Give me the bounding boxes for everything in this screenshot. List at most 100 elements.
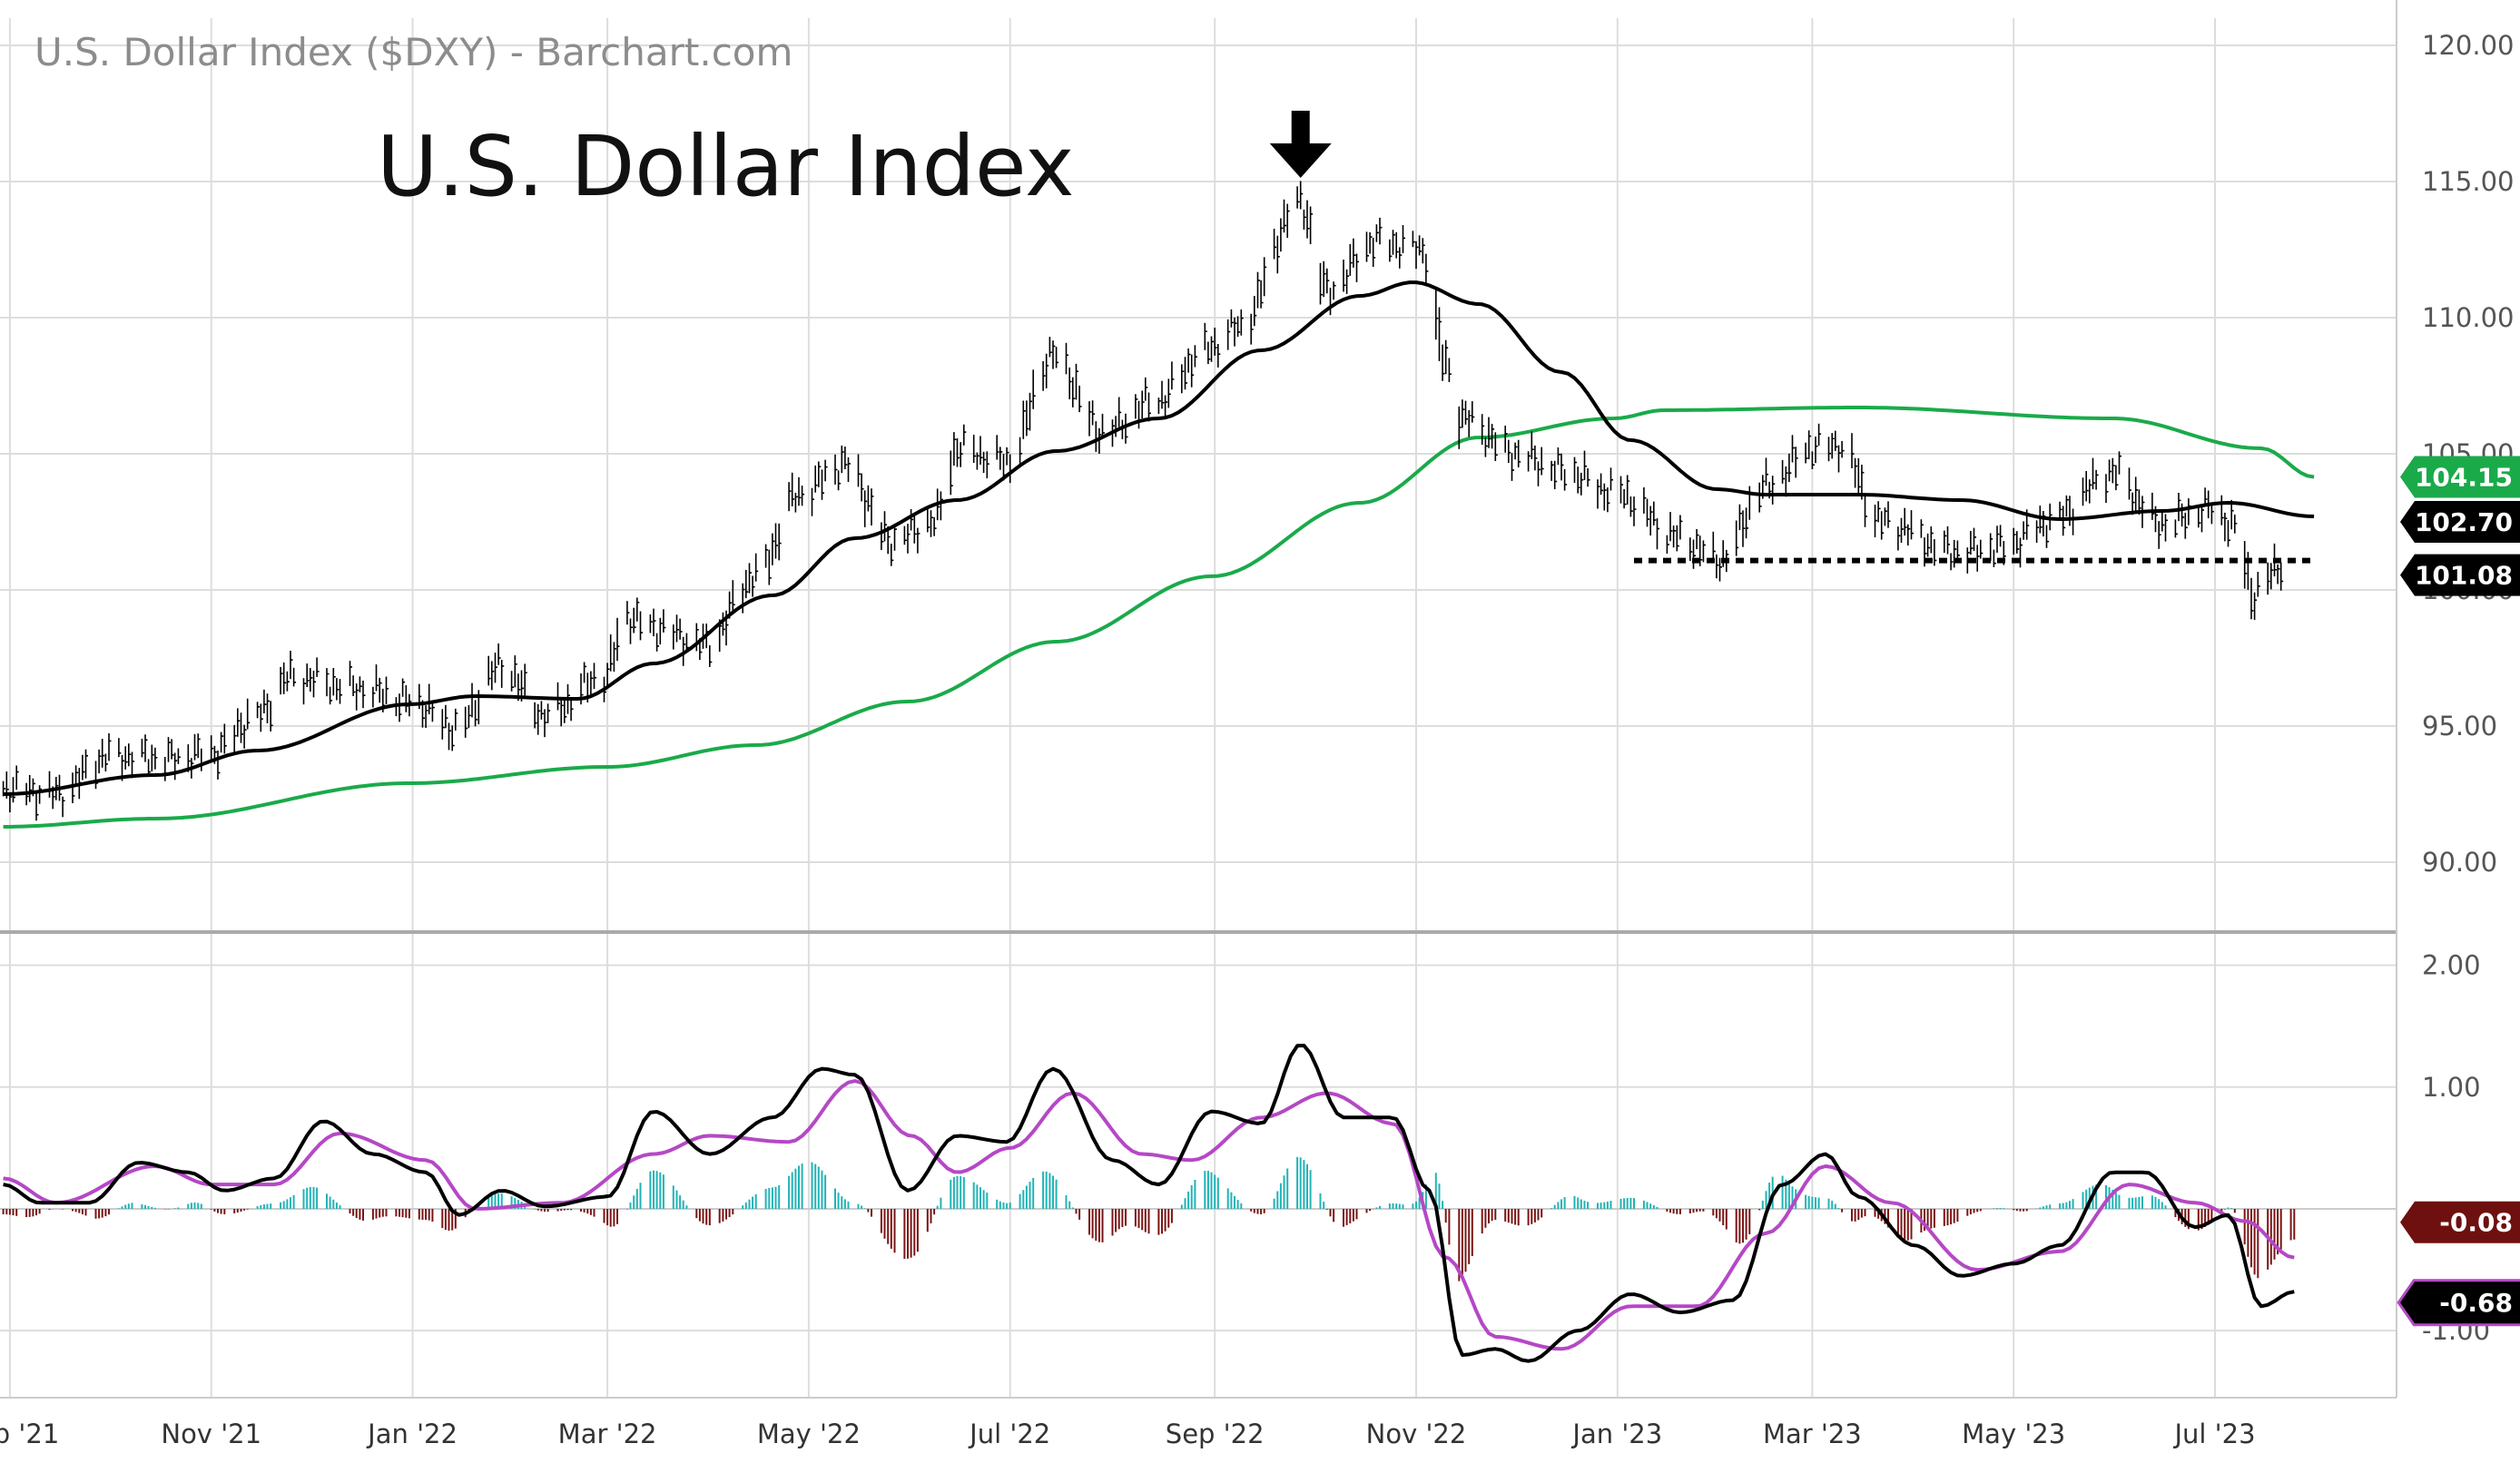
price-bar xyxy=(108,733,112,761)
price-bar xyxy=(1141,390,1145,418)
price-bar xyxy=(441,709,445,740)
price-bar xyxy=(359,676,362,692)
price-bar xyxy=(1101,413,1105,438)
price-bar xyxy=(639,611,643,641)
x-tick-label-3: Mar '22 xyxy=(558,1419,657,1449)
price-bar xyxy=(2234,515,2238,534)
price-bar xyxy=(633,607,636,633)
price-bar xyxy=(1157,398,1161,415)
price-bar xyxy=(2164,514,2168,542)
price-bar xyxy=(54,777,59,800)
price-bar xyxy=(1333,281,1336,300)
price-bar xyxy=(52,786,55,810)
price-bar xyxy=(1504,426,1508,453)
price-bar xyxy=(649,614,653,633)
price-bar xyxy=(893,524,897,551)
price-bar xyxy=(1379,217,1383,245)
badge-support-text: 101.08 xyxy=(2415,561,2513,591)
badge-layer: 104.15 102.70 101.08 -0.08 -0.68 xyxy=(2397,456,2520,1327)
price-bar xyxy=(1369,232,1373,254)
price-bar xyxy=(1365,231,1369,262)
price-bar xyxy=(2224,512,2228,542)
price-bar xyxy=(659,617,663,645)
price-bar xyxy=(1055,347,1059,368)
price-bar xyxy=(329,686,333,705)
price-bar xyxy=(744,569,749,599)
price-bar xyxy=(1181,364,1185,394)
price-bar xyxy=(1026,400,1029,437)
big-title: U.S. Dollar Index xyxy=(377,118,1074,215)
price-bar xyxy=(497,643,501,665)
price-bar xyxy=(144,734,148,762)
price-bar xyxy=(1078,385,1082,413)
price-bar xyxy=(128,743,132,767)
price-bar xyxy=(302,678,306,705)
price-bar xyxy=(778,523,782,561)
price-bar xyxy=(448,722,451,751)
price-bar xyxy=(1375,224,1379,242)
price-bar xyxy=(78,768,82,800)
price-bar xyxy=(362,680,366,709)
price-bar xyxy=(266,693,270,723)
price-bar xyxy=(1464,400,1468,425)
price-bar xyxy=(1514,442,1518,460)
badge-macd: -0.68 xyxy=(2397,1279,2520,1327)
price-bar xyxy=(861,473,864,502)
price-bar xyxy=(1068,367,1072,399)
price-bar xyxy=(950,450,953,496)
price-bar xyxy=(1032,369,1036,409)
price-bar xyxy=(764,544,769,568)
price-bar xyxy=(1884,507,1887,526)
price-bar xyxy=(768,549,772,585)
price-bar xyxy=(728,591,733,619)
price-bar xyxy=(1989,533,1993,562)
price-bar xyxy=(586,673,590,702)
price-bar xyxy=(1276,235,1280,274)
price-bar xyxy=(1019,437,1023,466)
price-bar xyxy=(477,690,481,725)
price-bar xyxy=(2013,527,2016,555)
price-bar xyxy=(821,469,824,500)
price-bar xyxy=(1306,200,1310,239)
price-bar xyxy=(702,623,705,649)
signal-line xyxy=(3,1079,2295,1351)
price-bar xyxy=(270,701,273,732)
price-bar xyxy=(2065,495,2069,517)
macd-line-layer xyxy=(3,1044,2295,1363)
price-bar xyxy=(1689,537,1693,562)
price-bar xyxy=(1260,280,1264,309)
price-bar xyxy=(2131,492,2135,515)
price-bar xyxy=(35,792,39,821)
price-bar xyxy=(1458,406,1462,449)
price-bar xyxy=(191,758,194,779)
price-bar xyxy=(540,701,544,720)
badge-ma-long-text: 104.15 xyxy=(2415,463,2513,493)
macd-histogram-layer xyxy=(2,1156,2296,1281)
price-bar xyxy=(421,700,425,728)
price-bar xyxy=(445,704,448,729)
price-bar xyxy=(1953,539,1957,568)
price-bar xyxy=(1577,466,1580,494)
price-bar xyxy=(98,749,102,774)
price-bar xyxy=(1993,549,1996,567)
price-bar xyxy=(1768,481,1772,499)
price-bar xyxy=(1438,307,1442,361)
price-bar xyxy=(1966,547,1970,574)
price-bar xyxy=(1817,423,1822,447)
price-bar xyxy=(524,663,527,696)
price-bar xyxy=(282,662,287,694)
y-tick-label-price-4: 110.00 xyxy=(2422,302,2514,333)
price-bar xyxy=(867,485,871,512)
price-bar xyxy=(1147,392,1151,422)
price-bar xyxy=(1494,432,1498,461)
price-bar xyxy=(1468,410,1472,437)
price-bar xyxy=(976,452,979,470)
price-bar xyxy=(1573,457,1577,483)
price-bar xyxy=(418,683,422,710)
price-bar xyxy=(847,457,851,482)
price-bar xyxy=(1250,313,1254,345)
arrow-down-icon xyxy=(1269,111,1332,178)
price-bar xyxy=(2045,525,2049,548)
price-bar xyxy=(1187,348,1191,373)
price-bar xyxy=(626,601,630,625)
